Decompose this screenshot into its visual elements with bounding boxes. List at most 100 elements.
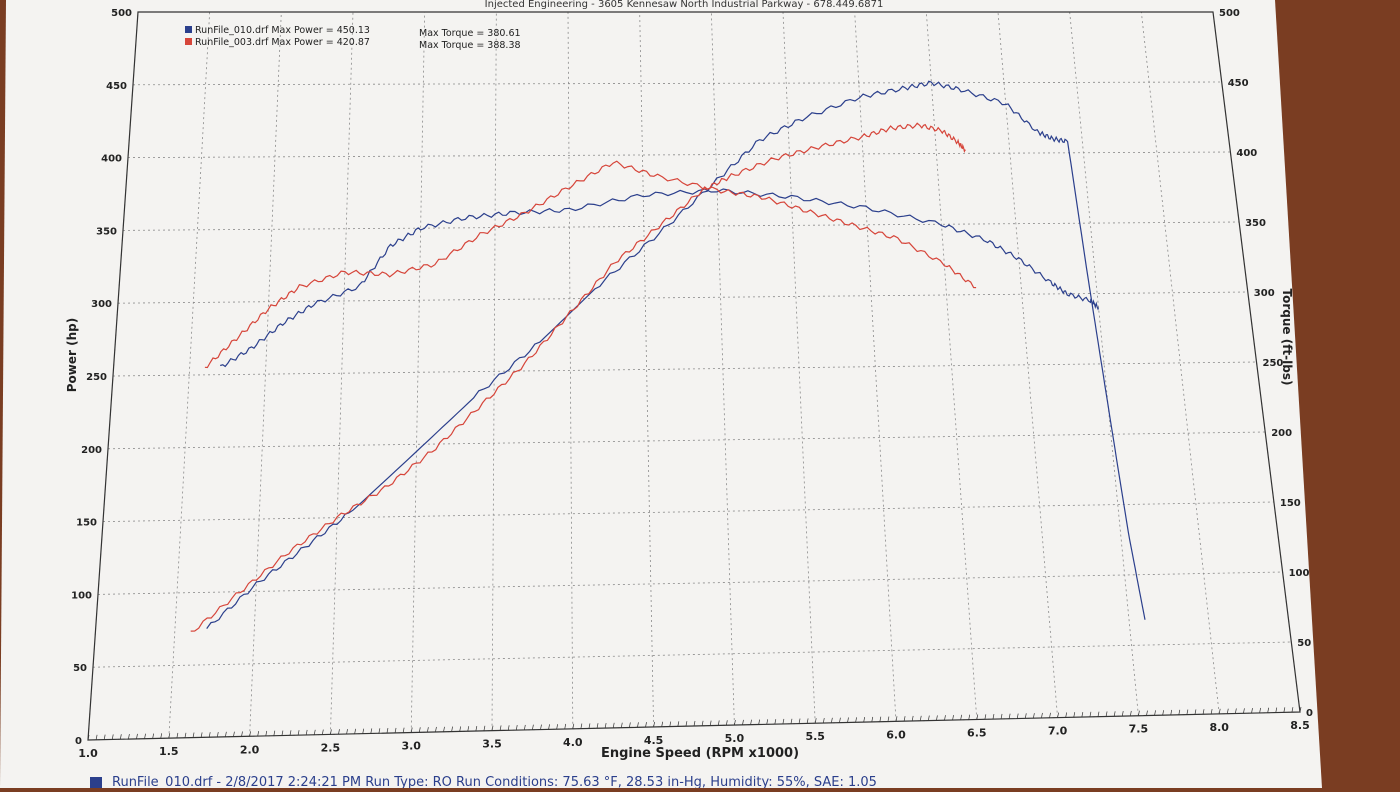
axes-layer	[87, 11, 1302, 741]
series-line-runfile-010-drf-torque	[220, 188, 1100, 368]
x-minor-tick	[321, 729, 324, 735]
x-minor-tick	[822, 717, 825, 724]
x-minor-tick	[451, 726, 453, 732]
x-minor-tick	[410, 727, 413, 733]
x-minor-tick	[1138, 710, 1140, 716]
x-minor-tick	[742, 719, 744, 725]
x-minor-tick	[677, 721, 680, 727]
x-tick-label: 5.0	[725, 732, 745, 745]
x-minor-tick	[1033, 713, 1035, 719]
y-tick-label: 500	[111, 8, 132, 19]
x-minor-tick	[645, 722, 647, 728]
grid-line-x	[854, 11, 897, 722]
x-minor-tick	[669, 721, 672, 727]
x-minor-tick	[160, 733, 163, 739]
x-minor-tick	[265, 730, 268, 736]
x-minor-tick	[798, 718, 801, 724]
series-line-runfile-010-drf-power	[206, 80, 1146, 629]
y-axis-label: Power (hp)	[65, 318, 79, 392]
x-minor-tick	[750, 719, 752, 725]
y2-axis-label: Torque (ft-lbs)	[1280, 289, 1294, 386]
x-minor-tick	[693, 720, 696, 727]
legend-entry-run010: RunFile_010.drf Max Power = 450.13	[195, 25, 370, 36]
x-minor-tick	[1259, 707, 1261, 714]
x-minor-tick	[580, 723, 583, 729]
y2-tick-label: 200	[1271, 428, 1292, 439]
x-minor-tick	[968, 714, 971, 720]
y2-tick-label: 50	[1297, 638, 1311, 649]
x-tick-label: 6.5	[967, 726, 987, 739]
x-minor-tick	[176, 732, 179, 739]
x-minor-tick	[475, 725, 478, 732]
x-minor-tick	[103, 734, 106, 740]
x-tick-label: 3.0	[401, 740, 421, 753]
x-minor-tick	[1243, 708, 1245, 714]
x-minor-tick	[1089, 711, 1092, 717]
x-tick-label: 7.5	[1129, 723, 1149, 736]
grid-line-y	[127, 151, 1231, 159]
x-minor-tick	[887, 716, 890, 722]
x-minor-tick	[1057, 712, 1059, 718]
y-tick-label: 250	[86, 372, 107, 383]
x-minor-tick	[184, 732, 187, 738]
x-minor-tick	[1162, 710, 1164, 716]
x-tick-label: 2.0	[240, 743, 260, 756]
x-minor-tick	[1218, 708, 1221, 714]
x-minor-tick	[459, 726, 462, 732]
x-minor-tick	[330, 729, 332, 735]
x-minor-tick	[192, 732, 195, 738]
x-minor-tick	[1121, 711, 1124, 717]
x-minor-tick	[725, 720, 728, 726]
x-minor-tick	[936, 715, 938, 721]
x-minor-tick	[1170, 709, 1173, 716]
y-tick-label: 350	[96, 226, 117, 237]
x-tick-label: 4.5	[644, 734, 664, 747]
x-minor-tick	[378, 728, 381, 734]
x-minor-tick	[233, 731, 235, 737]
y-tick-label: 300	[91, 299, 112, 310]
x-minor-tick	[443, 726, 445, 732]
x-minor-tick	[839, 717, 841, 723]
x-tick-label: 2.5	[321, 741, 341, 754]
grid-line-x	[168, 11, 211, 739]
x-minor-tick	[879, 716, 882, 722]
legend-swatch-run010	[185, 26, 192, 33]
x-minor-tick	[418, 727, 421, 733]
x-tick-label: 1.0	[78, 747, 98, 760]
x-minor-tick	[927, 715, 930, 721]
x-minor-tick	[1178, 709, 1181, 715]
x-minor-tick	[960, 714, 962, 720]
grid-line-x	[410, 11, 426, 733]
x-minor-tick	[556, 724, 558, 730]
y2-tick-label: 300	[1254, 288, 1275, 299]
x-minor-tick	[305, 729, 308, 736]
x-minor-tick	[1186, 709, 1189, 715]
y-tick-label: 100	[71, 590, 92, 601]
x-minor-tick	[612, 722, 615, 728]
x-minor-tick	[774, 719, 777, 725]
x-minor-tick	[895, 716, 898, 722]
y-tick-label: 50	[73, 663, 87, 674]
x-tick-label: 7.0	[1048, 725, 1068, 738]
x-minor-tick	[604, 722, 607, 729]
plot-border	[87, 11, 1301, 741]
legend-entry-run003: RunFile_003.drf Max Power = 420.87	[195, 37, 370, 48]
x-minor-tick	[507, 725, 510, 731]
x-axis-label: Engine Speed (RPM x1000)	[601, 746, 799, 761]
x-minor-tick	[532, 724, 534, 730]
x-minor-tick	[386, 728, 389, 734]
x-minor-tick	[241, 731, 243, 737]
y2-tick-label: 400	[1236, 148, 1257, 159]
grid-line-y	[102, 501, 1274, 522]
x-minor-tick	[1146, 710, 1148, 716]
legend-torque-run003: Max Torque = 388.38	[419, 40, 521, 51]
grid-line-y	[122, 221, 1240, 231]
labels-layer: 1.0 1.5 2.0 2.5 3.0 3.5 4.0 4.5 5.0 5.5 6.0 6.5 7.0 7…	[71, 8, 1313, 760]
grid-line-x	[710, 11, 735, 726]
grid-line-x	[249, 11, 282, 737]
x-minor-tick	[709, 720, 712, 726]
x-minor-tick	[152, 733, 154, 739]
x-tick-label: 1.5	[159, 745, 179, 758]
x-minor-tick	[717, 720, 720, 726]
